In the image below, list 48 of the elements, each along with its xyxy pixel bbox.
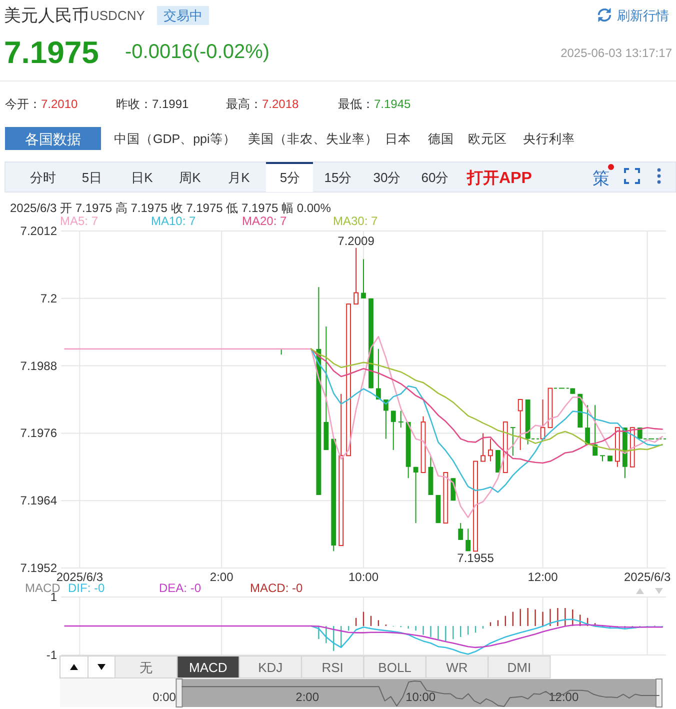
text: 月K bbox=[228, 170, 250, 185]
text: 刷新行情 bbox=[617, 8, 669, 23]
text: 策 bbox=[592, 169, 610, 188]
text: 打开APP bbox=[466, 169, 532, 187]
text: 7.1975 bbox=[4, 35, 99, 70]
text: 中国（GDP、ppi等） bbox=[114, 132, 236, 146]
text: 美元人民币 bbox=[4, 6, 89, 25]
text: 无 bbox=[140, 660, 152, 675]
text: 5日 bbox=[82, 170, 102, 185]
text: -0.0016(-0.02%) bbox=[125, 41, 270, 63]
x-tick-label: 12:00 bbox=[548, 690, 579, 704]
text: 最高： bbox=[226, 97, 262, 111]
text: 欧元区 bbox=[468, 132, 507, 146]
text: 今开： bbox=[5, 97, 41, 111]
text: 60分 bbox=[421, 170, 449, 185]
text: 日K bbox=[131, 170, 154, 185]
text: WR bbox=[446, 660, 468, 675]
text: 央行利率 bbox=[523, 131, 575, 146]
text: 5分 bbox=[280, 170, 300, 185]
text: 各国数据 bbox=[25, 131, 81, 147]
text: 7.2010 bbox=[41, 97, 78, 111]
text: 最低： bbox=[338, 97, 374, 111]
text: 分时 bbox=[30, 170, 56, 185]
text: DMI bbox=[507, 660, 532, 675]
x-tick-label: 0:00 bbox=[152, 690, 176, 704]
text: DIF: -0 bbox=[68, 581, 105, 595]
text: DEA: -0 bbox=[159, 581, 202, 595]
x-tick-label: 2:00 bbox=[296, 690, 320, 704]
text: BOLL bbox=[378, 660, 412, 675]
text: 周K bbox=[179, 170, 202, 185]
text: 美国（非农、失业率） bbox=[248, 131, 378, 146]
text: 2025-06-03 13:17:17 bbox=[560, 46, 672, 60]
text: 7.2018 bbox=[262, 97, 300, 111]
y-tick-label: -1 bbox=[46, 648, 58, 662]
text: RSI bbox=[322, 660, 344, 675]
text: 昨收： bbox=[116, 97, 152, 111]
text: MACD: -0 bbox=[250, 581, 303, 595]
text: 7.1991 bbox=[152, 97, 190, 111]
text: KDJ bbox=[258, 660, 283, 675]
text: USDCNY bbox=[90, 8, 146, 23]
text: MACD bbox=[189, 660, 228, 675]
text: 交易中 bbox=[164, 8, 202, 23]
text: 30分 bbox=[373, 170, 401, 185]
text: 日本 bbox=[385, 132, 411, 146]
text: 15分 bbox=[324, 170, 352, 185]
text: 德国 bbox=[428, 132, 454, 146]
text: 7.1945 bbox=[374, 97, 412, 111]
x-tick-label: 10:00 bbox=[406, 690, 436, 704]
